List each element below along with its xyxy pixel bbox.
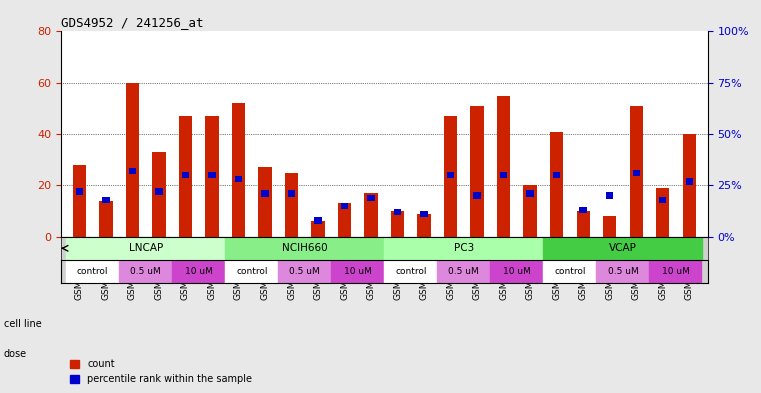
Bar	[659, 196, 667, 203]
Bar	[384, 237, 543, 260]
Text: control: control	[395, 267, 427, 276]
Text: 10 uM: 10 uM	[662, 267, 690, 276]
Bar	[172, 260, 225, 283]
Text: 0.5 uM: 0.5 uM	[130, 267, 161, 276]
Bar	[126, 83, 139, 237]
Bar	[285, 173, 298, 237]
Bar	[279, 260, 331, 283]
Bar	[473, 193, 481, 199]
Bar	[524, 185, 537, 237]
Text: control: control	[236, 267, 268, 276]
Bar	[490, 260, 543, 283]
Bar	[100, 201, 113, 237]
Bar	[686, 178, 693, 185]
Bar	[259, 167, 272, 237]
Text: control: control	[554, 267, 586, 276]
Bar	[632, 170, 640, 176]
Bar	[288, 191, 295, 197]
Bar	[314, 217, 322, 224]
Bar	[232, 103, 245, 237]
Text: PC3: PC3	[454, 243, 474, 253]
Bar	[261, 191, 269, 197]
Bar	[73, 165, 86, 237]
Bar	[629, 106, 643, 237]
Text: control: control	[77, 267, 108, 276]
Text: 10 uM: 10 uM	[344, 267, 371, 276]
Text: dose: dose	[4, 349, 27, 359]
Text: cell line: cell line	[4, 319, 42, 329]
Text: 10 uM: 10 uM	[503, 267, 530, 276]
Bar	[438, 260, 490, 283]
Bar	[152, 152, 166, 237]
Text: VCAP: VCAP	[609, 243, 637, 253]
Bar	[683, 134, 696, 237]
Text: 10 uM: 10 uM	[185, 267, 212, 276]
Bar	[205, 116, 218, 237]
Text: LNCAP: LNCAP	[129, 243, 163, 253]
Bar	[656, 188, 669, 237]
Bar	[365, 193, 377, 237]
Text: 0.5 uM: 0.5 uM	[448, 267, 479, 276]
Text: NCIH660: NCIH660	[282, 243, 327, 253]
Bar	[603, 216, 616, 237]
Bar	[420, 211, 428, 217]
Bar	[606, 193, 613, 199]
Bar	[543, 260, 597, 283]
Text: 0.5 uM: 0.5 uM	[607, 267, 638, 276]
Bar	[225, 260, 279, 283]
Bar	[66, 260, 119, 283]
Bar	[179, 116, 192, 237]
Text: 0.5 uM: 0.5 uM	[289, 267, 320, 276]
Bar	[527, 191, 533, 197]
Bar	[66, 237, 225, 260]
Bar	[500, 172, 508, 178]
Bar	[311, 221, 325, 237]
Bar	[597, 260, 649, 283]
Bar	[235, 176, 242, 182]
Bar	[76, 188, 83, 195]
Bar	[553, 172, 560, 178]
Bar	[470, 106, 484, 237]
Bar	[331, 260, 384, 283]
Bar	[119, 260, 172, 283]
Bar	[209, 172, 215, 178]
Bar	[550, 132, 563, 237]
Bar	[444, 116, 457, 237]
Bar	[391, 211, 404, 237]
Bar	[155, 188, 163, 195]
Legend: count, percentile rank within the sample: count, percentile rank within the sample	[65, 356, 256, 388]
Bar	[102, 196, 110, 203]
Bar	[579, 207, 587, 213]
Bar	[543, 237, 702, 260]
Bar	[649, 260, 702, 283]
Bar	[368, 195, 374, 201]
Text: GDS4952 / 241256_at: GDS4952 / 241256_at	[61, 16, 203, 29]
Bar	[497, 95, 510, 237]
Bar	[447, 172, 454, 178]
Bar	[129, 168, 136, 174]
Bar	[394, 209, 401, 215]
Bar	[338, 204, 351, 237]
Bar	[225, 237, 384, 260]
Bar	[384, 260, 438, 283]
Bar	[577, 211, 590, 237]
Bar	[182, 172, 189, 178]
Bar	[341, 203, 349, 209]
Bar	[418, 214, 431, 237]
